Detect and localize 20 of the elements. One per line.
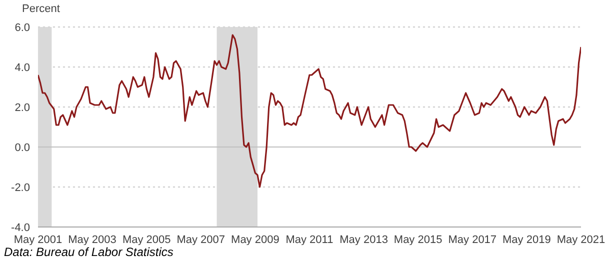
y-tick-label: 2.0 xyxy=(14,102,30,114)
x-tick-label: May 2015 xyxy=(394,234,442,246)
y-tick-label: -2.0 xyxy=(11,182,30,194)
y-tick-label: 0.0 xyxy=(14,142,30,154)
x-tick-label: May 2019 xyxy=(502,234,551,246)
x-tick-label: May 2001 xyxy=(14,234,62,246)
y-tick-label: -4.0 xyxy=(11,222,30,234)
x-tick-label: May 2007 xyxy=(176,234,226,246)
y-tick-label: 6.0 xyxy=(14,22,30,34)
y-tick-label: 4.0 xyxy=(14,62,30,74)
x-tick-label: May 2009 xyxy=(231,234,280,246)
x-tick-label: May 2013 xyxy=(340,234,388,246)
y-axis-title: Percent xyxy=(22,3,60,15)
x-tick-label: May 2005 xyxy=(122,234,171,246)
x-tick-label: May 2011 xyxy=(286,234,334,246)
x-tick-label: May 2003 xyxy=(68,234,116,246)
line-series xyxy=(38,34,581,188)
text: Data: Bureau of Labor Statistics xyxy=(4,245,174,259)
x-tick-label: May 2021 xyxy=(556,234,606,246)
x-tick-label: May 2017 xyxy=(448,234,497,246)
